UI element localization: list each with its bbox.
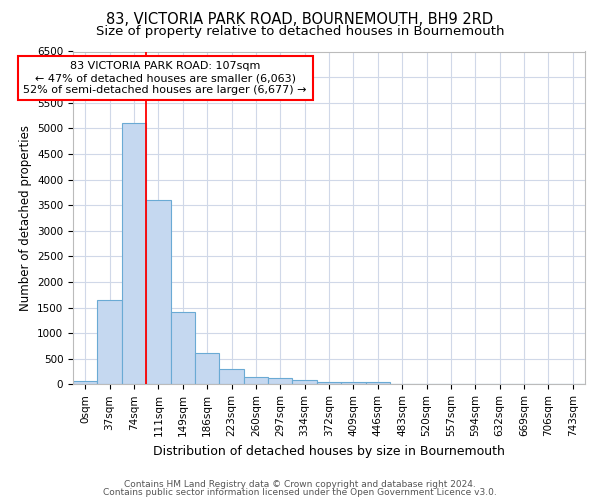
Bar [220, 369, 244, 384]
Bar [170, 312, 195, 384]
Bar [97, 300, 122, 384]
Bar [365, 382, 390, 384]
Text: Contains public sector information licensed under the Open Government Licence v3: Contains public sector information licen… [103, 488, 497, 497]
Text: 83 VICTORIA PARK ROAD: 107sqm
← 47% of detached houses are smaller (6,063)
52% o: 83 VICTORIA PARK ROAD: 107sqm ← 47% of d… [23, 62, 307, 94]
Bar [146, 200, 170, 384]
Y-axis label: Number of detached properties: Number of detached properties [19, 125, 32, 311]
Text: 83, VICTORIA PARK ROAD, BOURNEMOUTH, BH9 2RD: 83, VICTORIA PARK ROAD, BOURNEMOUTH, BH9… [106, 12, 494, 28]
Bar [195, 352, 220, 384]
Bar [317, 382, 341, 384]
Bar [244, 376, 268, 384]
Bar [292, 380, 317, 384]
Text: Size of property relative to detached houses in Bournemouth: Size of property relative to detached ho… [96, 25, 504, 38]
X-axis label: Distribution of detached houses by size in Bournemouth: Distribution of detached houses by size … [153, 444, 505, 458]
Text: Contains HM Land Registry data © Crown copyright and database right 2024.: Contains HM Land Registry data © Crown c… [124, 480, 476, 489]
Bar [122, 123, 146, 384]
Bar [268, 378, 292, 384]
Bar [341, 382, 365, 384]
Bar [73, 380, 97, 384]
